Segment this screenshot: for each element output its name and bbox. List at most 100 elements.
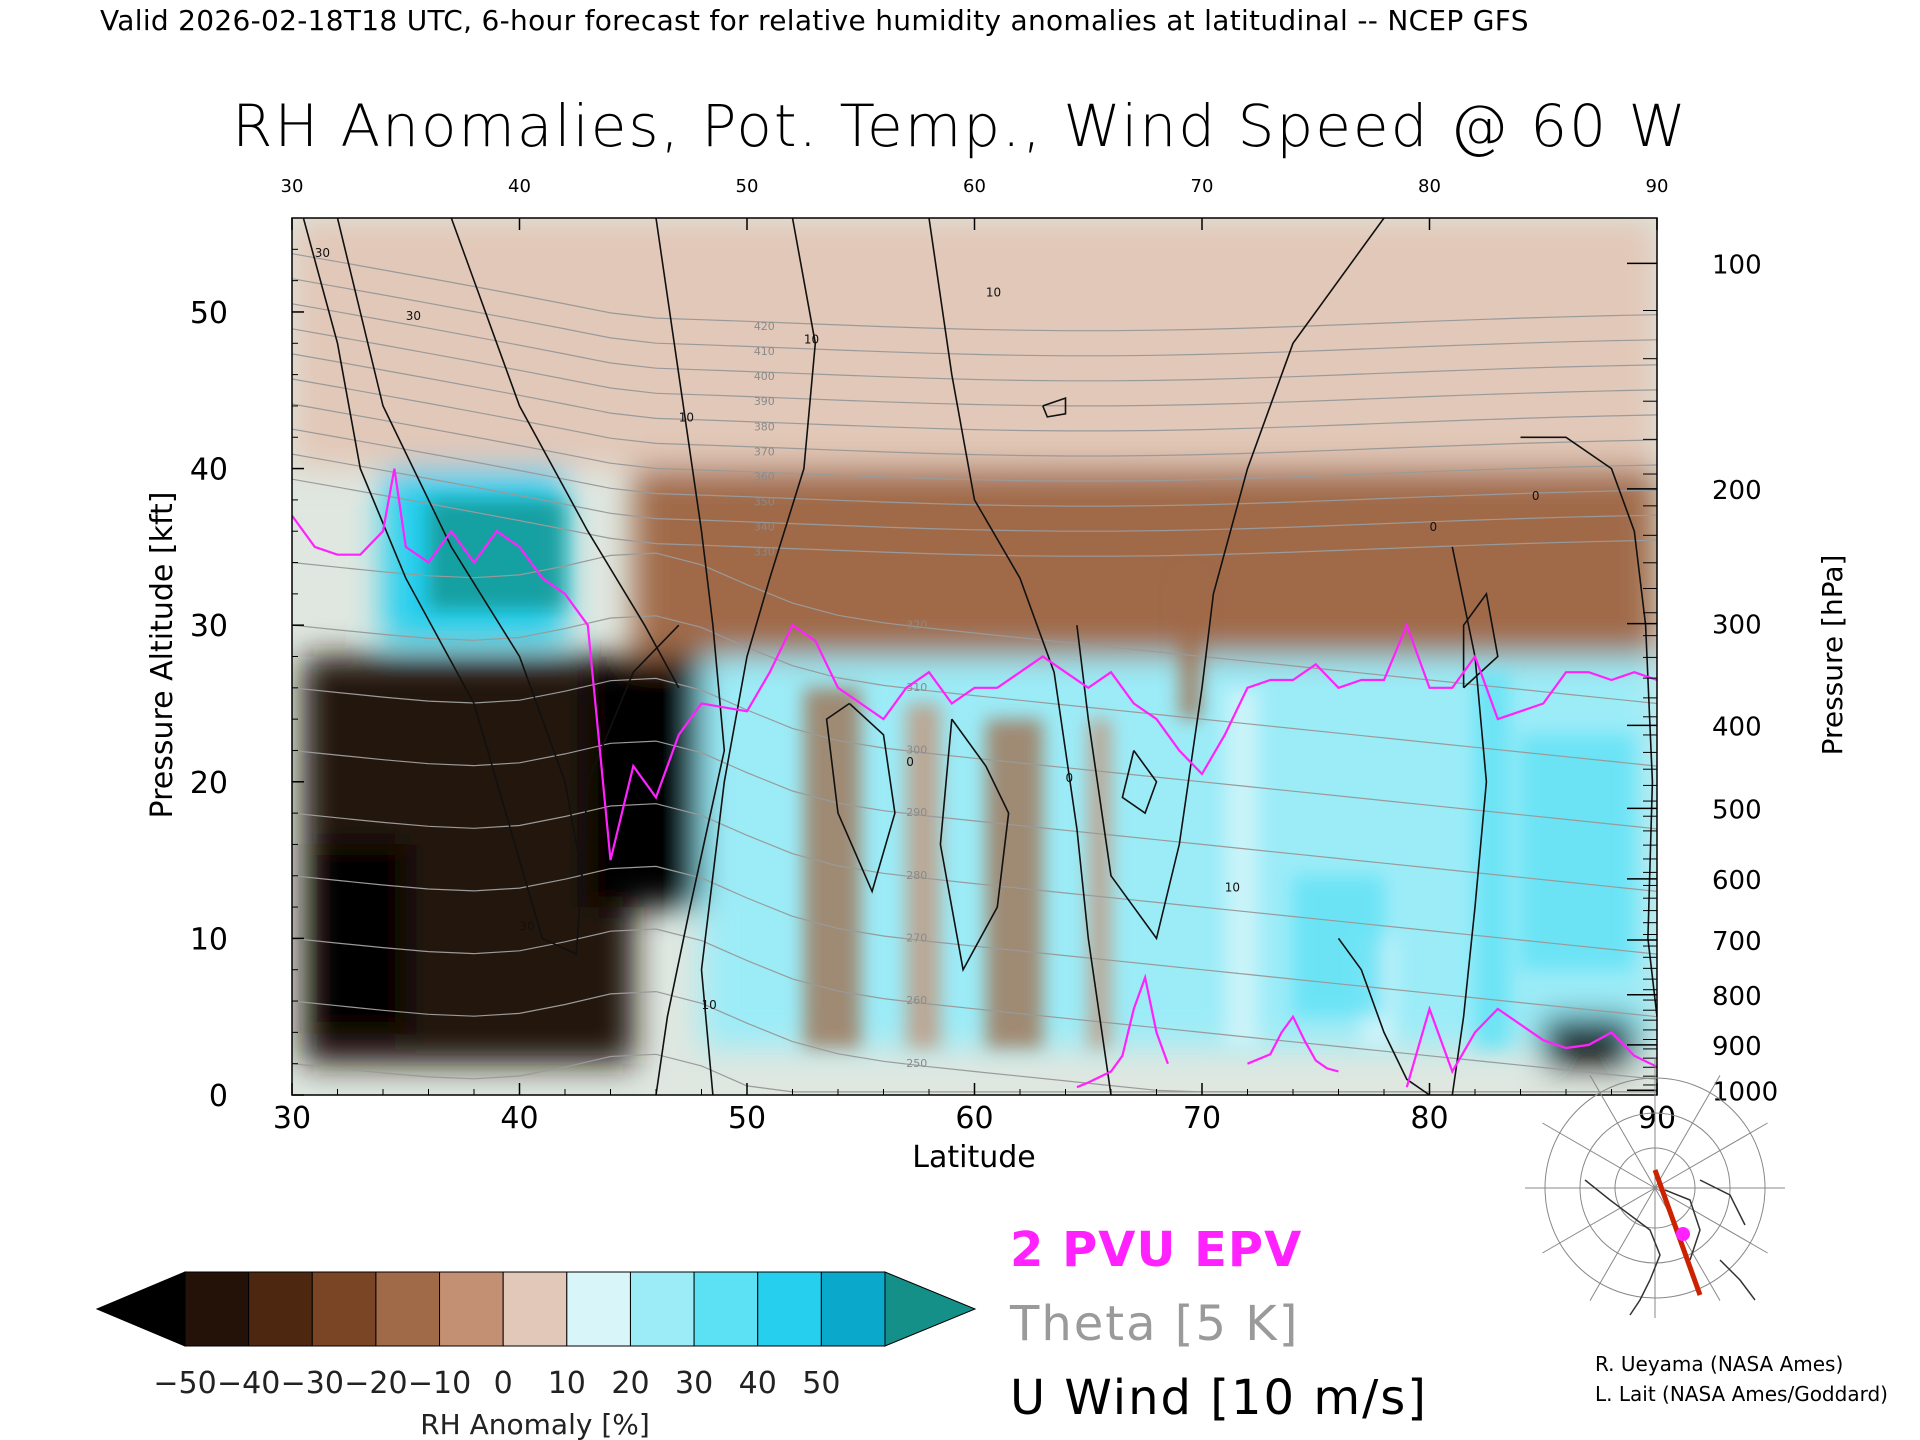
- pressure-tick-label: 100: [1712, 250, 1762, 280]
- map-meridian: [1654, 1187, 1768, 1254]
- epv-line: [1247, 1014, 1339, 1073]
- x-tick-label: 90: [1638, 1101, 1676, 1136]
- colorbar-under: [95, 1271, 186, 1347]
- pressure-tick-label: 900: [1712, 1032, 1762, 1062]
- rh-band-7: [1475, 672, 1510, 1049]
- theta-line: [292, 478, 1657, 557]
- theta-line: [292, 615, 1657, 767]
- chart-title: RH Anomalies, Pot. Temp., Wind Speed @ 6…: [232, 92, 1688, 160]
- theta-line: [292, 403, 1657, 482]
- colorbar: −50 −40 −30 −20 −10 0 10 20 30 40 50 RH Anomaly [%]: [95, 1271, 977, 1440]
- theta-label: 340: [754, 521, 775, 534]
- colorbar-label: RH Anomaly [%]: [420, 1408, 650, 1440]
- legend-epv: 2 PVU EPV: [1010, 1222, 1303, 1278]
- theta-label: 290: [906, 806, 927, 819]
- y2-axis-label: Pressure [hPa]: [1816, 555, 1849, 756]
- colorbar-tick-label: 10: [548, 1366, 586, 1401]
- cross-section-marker: [1676, 1227, 1690, 1241]
- theta-line: [292, 428, 1657, 507]
- legend-theta: Theta [5 K]: [1010, 1296, 1300, 1352]
- x-tick-label: 30: [273, 1101, 311, 1136]
- x-tick-label: 80: [1410, 1101, 1448, 1136]
- top-x-tick-label: 80: [1418, 176, 1441, 197]
- colorbar-segment: [629, 1271, 695, 1347]
- pressure-tick-label: 700: [1712, 927, 1762, 957]
- theta-label: 400: [754, 370, 775, 383]
- wind-line: [336, 218, 589, 908]
- coastline-outline: [1584, 1179, 1756, 1316]
- theta-label: 280: [906, 869, 927, 882]
- rh-region-7: [292, 218, 1657, 469]
- wind-label: 10: [702, 998, 717, 1012]
- colorbar-segment: [502, 1271, 568, 1347]
- rh-band-1: [906, 703, 941, 1049]
- wind-label: 0: [1532, 489, 1540, 503]
- wind-line: [939, 718, 1010, 973]
- top-x-tick-label: 50: [736, 176, 759, 197]
- colorbar-tick-label: −10: [408, 1366, 471, 1401]
- pressure-tick-label: 400: [1712, 712, 1762, 742]
- x-tick-label: 40: [500, 1101, 538, 1136]
- colorbar-segment: [184, 1271, 250, 1347]
- theta-line: [292, 928, 1657, 1080]
- wind-label: 0: [1066, 771, 1074, 785]
- y-tick-label: 40: [190, 453, 228, 488]
- rh-anomaly-field: [292, 218, 1657, 1064]
- wind-line: [1462, 591, 1499, 689]
- epv-2pvu-lines: [292, 468, 1657, 1089]
- theta-line: [292, 378, 1657, 457]
- rh-band-8: [1293, 875, 1384, 1017]
- legend-wind: U Wind [10 m/s]: [1010, 1370, 1429, 1426]
- rh-region-6: [633, 468, 1657, 657]
- wind-label: 30: [520, 920, 535, 934]
- theta-line: [292, 278, 1657, 357]
- wind-line: [928, 218, 1112, 1095]
- colorbar-segment: [375, 1271, 441, 1347]
- rh-band-9: [1520, 734, 1635, 970]
- y-tick-label: 20: [190, 766, 228, 801]
- pressure-tick-label: 800: [1712, 982, 1762, 1012]
- colorbar-segment: [820, 1271, 886, 1347]
- rh-band-10: [428, 499, 565, 610]
- theta-line: [292, 303, 1657, 382]
- y-tick-label: 30: [190, 609, 228, 644]
- valid-time-header: Valid 2026-02-18T18 UTC, 6-hour forecast…: [100, 4, 1529, 37]
- epv-line: [292, 468, 1657, 861]
- theta-label: 310: [906, 681, 927, 694]
- theta-label: 360: [754, 470, 775, 483]
- wind-line: [1076, 218, 1385, 941]
- colorbar-tick-label: 50: [802, 1366, 840, 1401]
- credit-line-2: L. Lait (NASA Ames/Goddard): [1595, 1382, 1888, 1406]
- map-meridian: [1542, 1122, 1656, 1189]
- colorbar-segment: [311, 1271, 377, 1347]
- top-x-tick-label: 40: [508, 176, 531, 197]
- theta-label: 270: [906, 932, 927, 945]
- epv-line: [1405, 1005, 1657, 1088]
- top-x-tick-label: 60: [963, 176, 986, 197]
- theta-label: 250: [906, 1057, 927, 1070]
- map-meridian: [1654, 1122, 1768, 1189]
- top-x-tick-label: 90: [1646, 176, 1669, 197]
- wind-line: [700, 218, 817, 1095]
- colorbar-over: [884, 1271, 977, 1347]
- colorbar-tick-label: 40: [739, 1366, 777, 1401]
- wind-label: 10: [679, 411, 694, 425]
- colorbar-segment: [566, 1271, 631, 1347]
- wind-line: [450, 218, 680, 689]
- top-x-tick-label: 30: [281, 176, 304, 197]
- theta-line: [292, 453, 1657, 532]
- theta-label: 330: [754, 546, 775, 559]
- map-meridian: [1589, 1187, 1656, 1301]
- y-tick-label: 0: [209, 1079, 228, 1114]
- theta-line: [292, 865, 1657, 1018]
- colorbar-segment: [693, 1271, 759, 1347]
- pressure-tick-label: 200: [1712, 476, 1762, 506]
- rh-band-3: [1088, 719, 1111, 1049]
- theta-line: [292, 552, 1657, 705]
- x-tick-label: 60: [955, 1101, 993, 1136]
- theta-label: 380: [754, 420, 775, 433]
- theta-label: 410: [754, 345, 775, 358]
- map-meridian: [1589, 1075, 1656, 1189]
- y-tick-label: 50: [190, 296, 228, 331]
